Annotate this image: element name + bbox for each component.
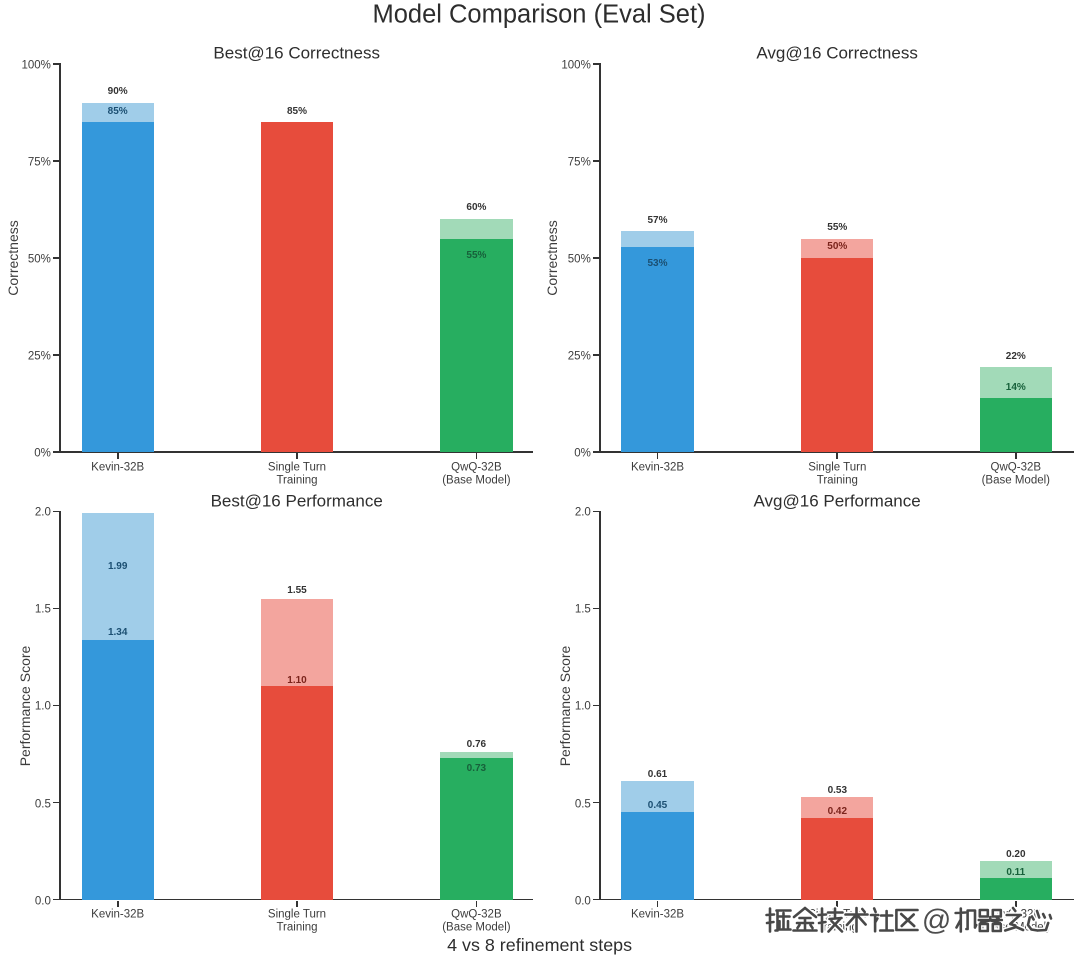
- svg-text:@: @: [922, 905, 951, 937]
